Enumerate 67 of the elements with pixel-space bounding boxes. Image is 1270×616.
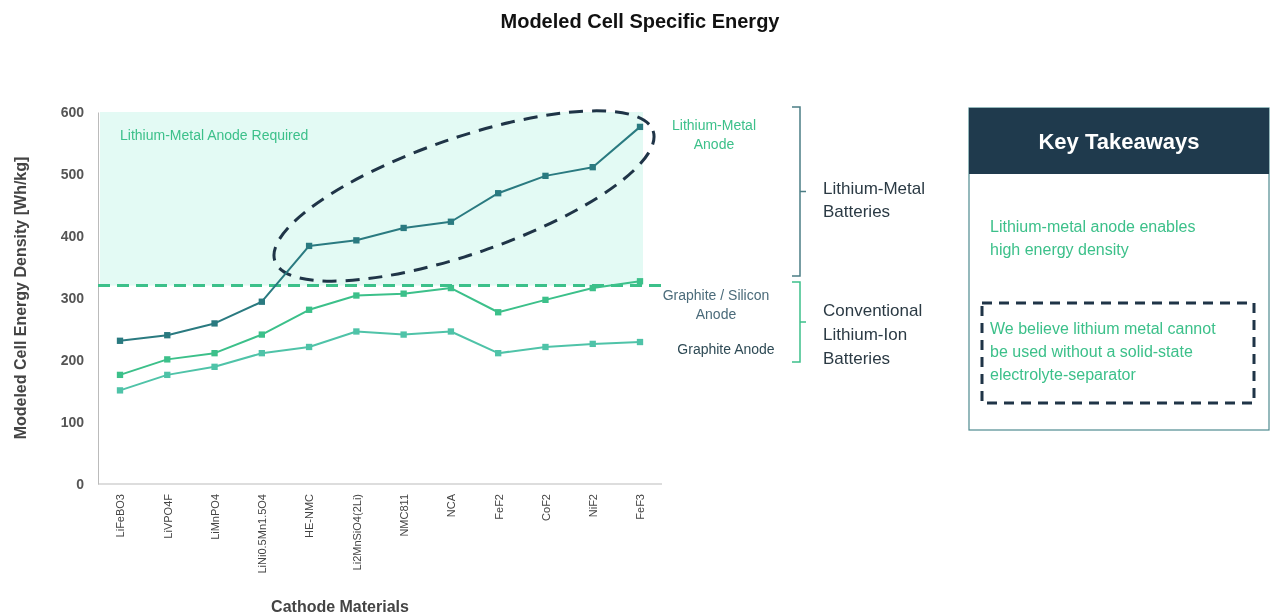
point	[400, 331, 407, 338]
text: Lithium-metal anode enables high energy density	[990, 218, 1196, 258]
point	[211, 320, 218, 327]
point	[636, 338, 644, 346]
point	[542, 172, 549, 180]
y-tick-label: 0	[76, 475, 85, 492]
point	[258, 350, 265, 357]
point	[353, 328, 360, 335]
band-label: Lithium-Metal Anode Required	[120, 127, 309, 143]
point	[495, 190, 502, 197]
y-axis-title: Modeled Cell Energy Density [Wh/kg]	[12, 156, 29, 440]
point	[164, 371, 171, 379]
x-tick-label: NCA	[445, 493, 458, 518]
point	[211, 363, 218, 370]
x-tick-label: LiMnPO4	[208, 494, 221, 540]
x-tick-label: CoF2	[539, 494, 552, 521]
y-tick-label: 400	[60, 227, 85, 244]
x-axis-title: Cathode Materials	[271, 598, 410, 615]
y-tick-label: 300	[60, 289, 85, 306]
x-tick-label: HE-NMC	[303, 493, 316, 538]
point	[447, 284, 455, 292]
y-tick-label: 200	[60, 351, 85, 368]
x-tick-label: Li2MnSiO4(2Li)	[350, 494, 363, 571]
point	[305, 242, 313, 250]
point	[636, 278, 644, 285]
point	[636, 123, 644, 131]
text: Graphite Anode	[677, 341, 775, 357]
x-tick-label: LiNi0.5Mn1.5O4	[256, 494, 269, 574]
text: Conventional Lithium-Ion Batteries	[823, 301, 923, 368]
point	[164, 356, 171, 363]
chart-title: Modeled Cell Specific Energy	[500, 10, 781, 32]
point	[589, 164, 596, 171]
point	[542, 296, 549, 304]
point	[447, 328, 455, 335]
point	[542, 343, 549, 351]
text: Lithium-Metal Anode	[671, 117, 757, 152]
point	[495, 350, 502, 357]
x-tick-label: FeF2	[492, 494, 505, 520]
point	[116, 337, 124, 344]
x-tick-label: NMC811	[397, 494, 410, 537]
text: Key Takeaways	[1038, 129, 1200, 154]
point	[400, 224, 407, 232]
y-tick-label: 600	[60, 103, 85, 120]
text: Lithium-Metal Batteries	[823, 179, 926, 221]
x-tick-label: LiFeBO3	[114, 494, 127, 538]
point	[305, 343, 313, 351]
point	[400, 290, 407, 297]
x-tick-label: NiF2	[587, 494, 600, 518]
point	[258, 331, 265, 338]
text: We believe lithium metal cannot be used without a solid-state electrolyte-separator	[990, 320, 1217, 383]
point	[353, 237, 360, 244]
point	[211, 350, 218, 357]
x-tick-label: FeF3	[634, 494, 647, 520]
point	[353, 292, 360, 299]
series-label: Graphite / Silicon Anode	[662, 287, 770, 322]
point	[116, 387, 124, 394]
point	[589, 340, 596, 348]
point	[589, 284, 596, 292]
point	[447, 218, 455, 225]
point	[164, 332, 171, 339]
y-tick-label: 500	[60, 165, 85, 182]
point	[116, 371, 124, 379]
point	[258, 298, 265, 305]
x-tick-label: LiVPO4F	[161, 493, 174, 539]
point	[305, 306, 313, 313]
y-tick-label: 100	[60, 413, 85, 430]
point	[495, 309, 502, 316]
